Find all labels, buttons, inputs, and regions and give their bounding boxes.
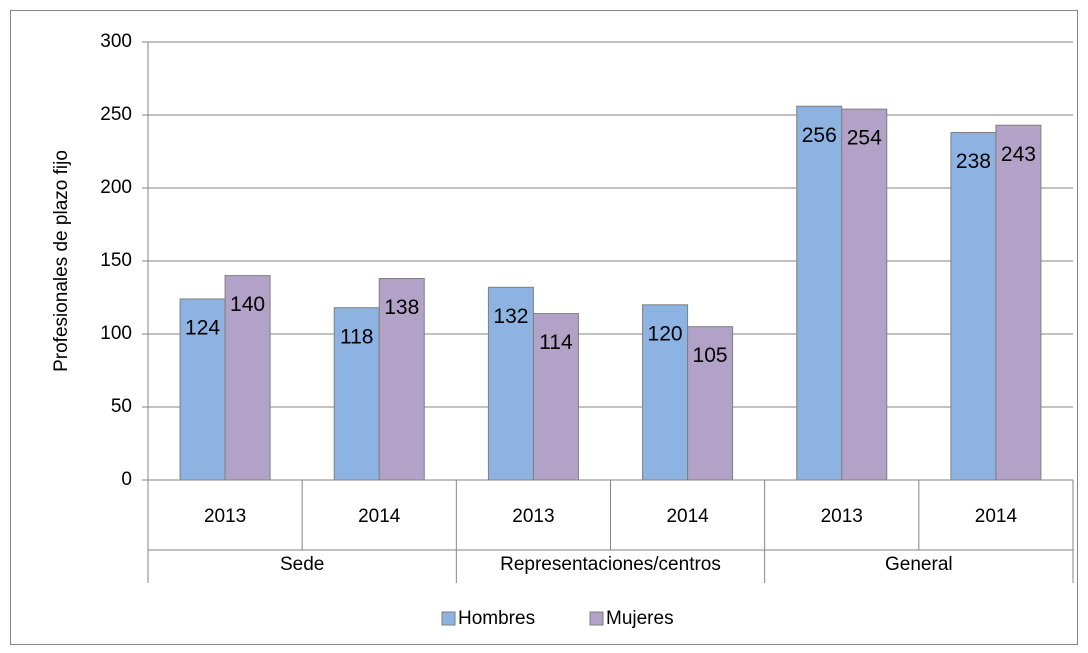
legend-label: Hombres <box>458 608 535 629</box>
bar <box>841 108 888 481</box>
y-axis-label: Profesionales de plazo fijo <box>51 150 72 372</box>
data-label: 256 <box>802 124 837 147</box>
legend-label: Mujeres <box>606 608 674 629</box>
bar <box>487 286 534 481</box>
legend-swatch <box>441 611 456 626</box>
group-label: Sede <box>280 554 324 575</box>
data-label: 238 <box>956 150 991 173</box>
x-tick-label: 2013 <box>512 506 554 527</box>
bar <box>950 132 997 481</box>
x-tick-label: 2014 <box>975 506 1018 527</box>
bar <box>796 105 843 481</box>
data-label: 124 <box>185 317 220 340</box>
data-label: 243 <box>1001 143 1036 166</box>
bar <box>687 326 734 481</box>
y-tick-label: 250 <box>100 104 132 125</box>
group-label: General <box>885 554 953 575</box>
x-tick-label: 2013 <box>821 506 863 527</box>
data-label: 132 <box>493 305 528 328</box>
data-label: 114 <box>539 331 573 354</box>
data-label: 140 <box>230 293 265 316</box>
y-tick-label: 100 <box>100 323 132 344</box>
data-label: 105 <box>693 344 728 367</box>
legend-swatch <box>589 611 604 626</box>
data-label: 138 <box>384 296 419 319</box>
y-tick-label: 300 <box>100 31 132 52</box>
bar <box>532 313 579 481</box>
group-label: Representaciones/centros <box>500 554 721 575</box>
data-label: 118 <box>340 325 373 348</box>
bar <box>995 124 1042 481</box>
data-label: 120 <box>648 322 683 345</box>
x-tick-label: 2013 <box>204 506 246 527</box>
x-tick-label: 2014 <box>358 506 401 527</box>
y-tick-label: 50 <box>111 396 132 417</box>
bar <box>378 278 425 481</box>
data-label: 254 <box>847 127 882 150</box>
bar <box>333 307 380 481</box>
x-tick-label: 2014 <box>666 506 709 527</box>
y-tick-label: 0 <box>121 469 132 490</box>
y-tick-label: 200 <box>100 177 132 198</box>
y-tick-label: 150 <box>100 250 132 271</box>
